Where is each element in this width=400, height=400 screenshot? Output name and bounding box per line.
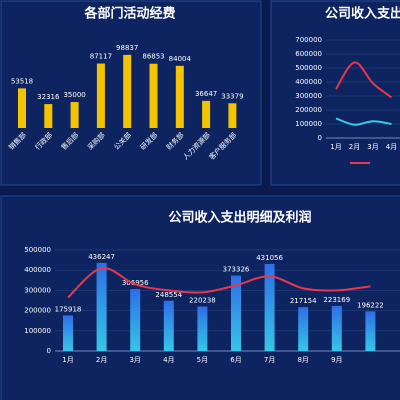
x-tick-label: 7月 [264, 356, 275, 364]
y-tick-label: 300000 [295, 92, 322, 100]
y-tick-label: 400000 [24, 266, 51, 274]
bar [298, 307, 309, 351]
panel [0, 195, 400, 400]
x-tick-label: 2月 [349, 143, 360, 151]
y-tick-label: 700000 [295, 36, 322, 44]
x-tick-label: 5月 [197, 356, 208, 364]
data-label: 223169 [323, 296, 350, 304]
bar [96, 63, 105, 129]
bar [18, 88, 26, 128]
data-label: 33379 [221, 92, 243, 100]
data-label: 84004 [169, 55, 192, 63]
data-label: 436247 [88, 253, 115, 261]
x-tick-label: 2月 [96, 356, 107, 364]
bar [163, 300, 174, 351]
bar [123, 54, 132, 128]
bar [175, 65, 184, 128]
x-tick-label: 4月 [163, 356, 174, 364]
y-tick-label: 200000 [295, 106, 322, 114]
data-label: 196222 [357, 301, 384, 309]
bar [70, 102, 79, 128]
y-tick-label: 0 [318, 134, 322, 142]
data-label: 431056 [256, 254, 283, 262]
data-label: 248554 [155, 291, 182, 299]
x-tick-label: 1月 [62, 356, 73, 364]
y-tick-label: 300000 [24, 286, 51, 294]
data-label: 373326 [223, 266, 250, 274]
data-label: 220238 [189, 297, 216, 305]
bar [264, 263, 275, 351]
x-tick-label: 9月 [331, 356, 342, 364]
data-label: 35000 [63, 91, 85, 99]
bar [365, 311, 376, 351]
x-tick-label: 4月 [386, 143, 397, 151]
chart-title: 各部门活动经费 [83, 6, 175, 22]
bar [331, 305, 342, 351]
y-tick-label: 500000 [295, 64, 322, 72]
bar [63, 315, 73, 351]
y-tick-label: 100000 [24, 327, 51, 335]
data-label: 98837 [116, 44, 138, 52]
bar [44, 104, 53, 128]
y-tick-label: 400000 [295, 78, 322, 86]
y-tick-label: 500000 [24, 246, 51, 254]
bar [130, 288, 141, 351]
x-tick-label: 3月 [129, 356, 140, 364]
data-label: 36647 [195, 90, 217, 98]
data-label: 175918 [55, 305, 82, 313]
x-tick-label: 3月 [367, 143, 378, 151]
data-label: 32316 [37, 93, 60, 101]
data-label: 87117 [90, 53, 112, 61]
x-tick-label: 6月 [230, 356, 241, 364]
chart-title: 公司收入支出明细及利润 [168, 210, 311, 226]
bar [202, 100, 211, 128]
data-label: 53518 [11, 77, 33, 85]
line [335, 117, 392, 126]
bar [197, 306, 208, 351]
line [335, 61, 393, 99]
y-tick-label: 100000 [295, 120, 322, 128]
x-tick-label: 1月 [330, 143, 341, 151]
line [67, 267, 371, 299]
panel [270, 0, 400, 186]
x-tick-label: 8月 [297, 356, 308, 364]
y-tick-label: 200000 [24, 307, 51, 315]
y-tick-label: 600000 [295, 50, 322, 58]
y-tick-label: 0 [47, 347, 51, 355]
data-label: 217154 [290, 297, 317, 305]
data-label: 306956 [122, 279, 149, 287]
data-label: 86853 [142, 53, 164, 61]
bar [149, 63, 158, 129]
chart-title: 公司收入支出 [325, 6, 400, 22]
bar [96, 262, 107, 351]
bar [231, 275, 241, 351]
bar [228, 103, 237, 128]
